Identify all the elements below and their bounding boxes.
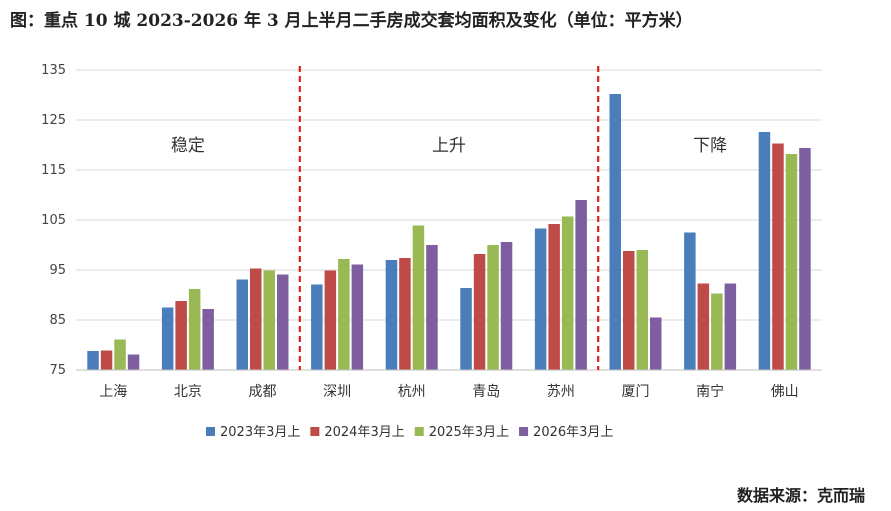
bar [250, 268, 262, 370]
gridlines [76, 69, 822, 371]
bar [724, 283, 737, 370]
x-tick-label: 成都 [249, 384, 277, 400]
group-annotation: 上升 [432, 136, 466, 156]
bar [385, 260, 398, 370]
group-dividers [298, 66, 600, 370]
bar [500, 242, 513, 370]
y-tick-label: 75 [49, 363, 66, 378]
bar [311, 284, 323, 370]
bar [609, 94, 621, 370]
chart-title: 图：重点 10 城 2023-2026 年 3 月上半月二手房成交套均面积及变化… [10, 11, 693, 31]
bar [114, 339, 126, 370]
legend: 2023年3月上 2024年3月上 2025年3月上 2026年3月上 [206, 425, 613, 440]
x-tick-label: 厦门 [622, 384, 650, 400]
bar [758, 132, 771, 370]
bar [127, 354, 140, 370]
bar [412, 225, 425, 370]
bar [575, 200, 587, 370]
legend-label: 2024年3月上 [324, 425, 404, 440]
bar [711, 293, 723, 370]
legend-swatch [310, 427, 320, 436]
bar [236, 279, 248, 370]
bar [100, 350, 113, 370]
bar [277, 274, 289, 370]
legend-swatch [206, 427, 215, 436]
bar [487, 245, 499, 370]
x-axis: 上海 北京 成都 深圳 杭州 青岛 苏州 厦门 南宁 佛山 [76, 369, 822, 400]
x-tick-label: 青岛 [472, 384, 500, 400]
bar [623, 251, 635, 370]
y-axis-ticks: 75 85 95 105 115 125 135 [41, 63, 66, 378]
legend-swatch [519, 427, 529, 436]
bar [473, 254, 486, 370]
bar [636, 250, 648, 370]
x-tick-label: 南宁 [696, 383, 724, 400]
x-tick-label: 北京 [174, 384, 202, 400]
legend-swatch [414, 427, 424, 436]
bar [460, 288, 472, 370]
bar [697, 283, 710, 370]
legend-label: 2023年3月上 [220, 425, 300, 440]
bar [263, 270, 275, 370]
group-annotation: 下降 [693, 136, 727, 156]
bar [772, 143, 784, 370]
bar [188, 289, 201, 370]
bar [324, 270, 337, 370]
y-tick-label: 85 [49, 313, 66, 328]
bar [87, 351, 99, 370]
bar [202, 309, 214, 370]
bar [399, 258, 411, 370]
x-tick-label: 苏州 [547, 384, 575, 400]
bar [426, 245, 438, 370]
bar [161, 307, 174, 370]
group-annotations: 稳定 上升 下降 [171, 136, 727, 156]
bar [338, 259, 350, 370]
bar [534, 228, 547, 370]
x-tick-label: 佛山 [771, 384, 799, 400]
legend-label: 2026年3月上 [533, 425, 613, 440]
y-tick-label: 95 [49, 263, 66, 278]
legend-label: 2025年3月上 [429, 425, 509, 440]
bar [799, 148, 811, 370]
group-annotation: 稳定 [171, 136, 205, 156]
bar [684, 232, 696, 370]
bar [650, 317, 662, 370]
bar-series [87, 94, 811, 370]
bar [351, 264, 364, 370]
bar [785, 154, 798, 370]
y-tick-label: 105 [41, 213, 66, 228]
x-tick-label: 杭州 [398, 384, 426, 400]
source-note: 数据来源：克而瑞 [736, 486, 865, 505]
bar [548, 224, 560, 370]
y-tick-label: 125 [41, 113, 66, 128]
x-tick-label: 上海 [99, 384, 127, 400]
bar [561, 216, 574, 370]
bar [175, 301, 187, 370]
x-tick-label: 深圳 [323, 384, 351, 400]
y-tick-label: 115 [41, 163, 66, 178]
y-tick-label: 135 [41, 63, 66, 78]
